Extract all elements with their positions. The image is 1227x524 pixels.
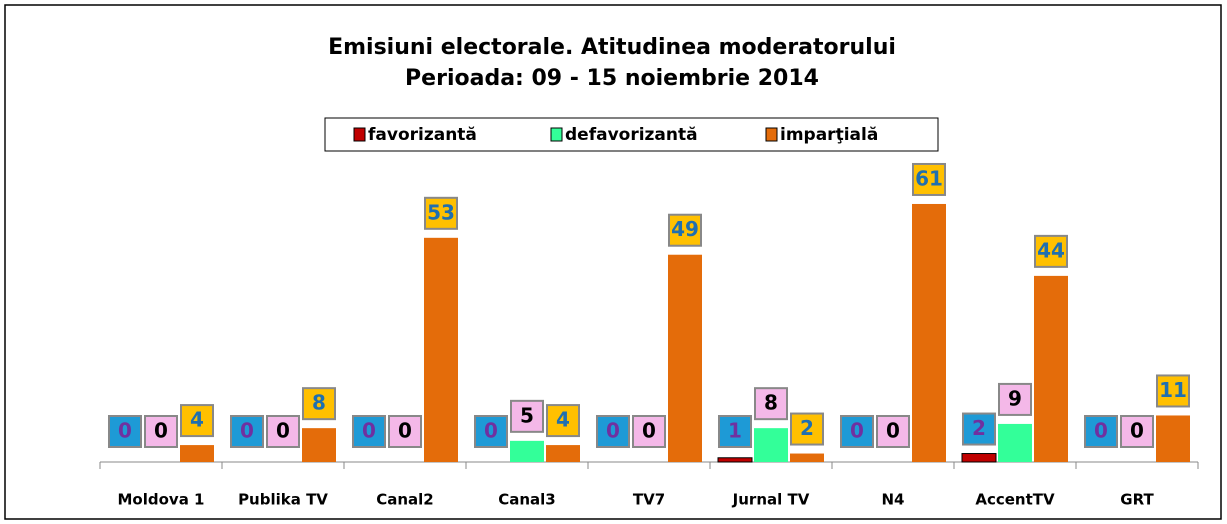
value-label: 0 bbox=[484, 419, 498, 443]
legend-label: imparţială bbox=[780, 125, 878, 145]
legend bbox=[324, 117, 939, 152]
bar bbox=[1156, 415, 1190, 462]
value-label-box bbox=[840, 415, 874, 448]
value-label-box bbox=[352, 415, 386, 448]
value-label: 2 bbox=[800, 416, 814, 440]
value-label-box bbox=[1156, 374, 1190, 408]
x-tick-label: TV7 bbox=[633, 491, 665, 509]
x-tick-label: Jurnal TV bbox=[732, 491, 810, 509]
value-label: 0 bbox=[886, 419, 900, 443]
value-label: 0 bbox=[154, 419, 168, 443]
legend-swatch bbox=[353, 127, 366, 142]
value-label-box bbox=[546, 404, 580, 438]
value-label: 5 bbox=[520, 403, 534, 427]
value-label-box bbox=[108, 415, 142, 448]
x-tick-label: Moldova 1 bbox=[118, 491, 205, 509]
x-tick-label: AccentTV bbox=[975, 491, 1055, 509]
value-label-box bbox=[266, 415, 300, 448]
bar bbox=[1034, 275, 1068, 462]
chart-subtitle: Perioada: 09 - 15 noiembrie 2014 bbox=[405, 66, 819, 91]
value-label-box bbox=[668, 213, 702, 247]
bar bbox=[912, 203, 946, 462]
bar bbox=[754, 428, 788, 462]
bar bbox=[510, 440, 544, 462]
value-label-box bbox=[510, 399, 544, 433]
value-label: 0 bbox=[398, 419, 412, 443]
value-label: 8 bbox=[764, 391, 778, 415]
value-label: 0 bbox=[1130, 419, 1144, 443]
value-label-box bbox=[474, 415, 508, 448]
value-label-box bbox=[302, 387, 336, 421]
value-label-box bbox=[144, 415, 178, 448]
value-label: 9 bbox=[1008, 386, 1022, 410]
value-label-box bbox=[998, 382, 1032, 416]
value-label-box bbox=[876, 415, 910, 448]
value-label: 0 bbox=[276, 419, 290, 443]
value-label-box bbox=[912, 162, 946, 196]
bar bbox=[961, 453, 997, 463]
value-label-box bbox=[962, 412, 996, 446]
value-label: 0 bbox=[1094, 419, 1108, 443]
bar bbox=[302, 428, 336, 462]
value-label-box bbox=[1120, 415, 1154, 448]
value-label-box bbox=[718, 415, 752, 448]
value-label: 0 bbox=[642, 419, 656, 443]
value-label: 53 bbox=[427, 200, 455, 224]
value-label: 11 bbox=[1159, 378, 1187, 402]
value-label: 49 bbox=[671, 217, 699, 241]
x-tick-label: Canal2 bbox=[376, 491, 434, 509]
value-label-box bbox=[230, 415, 264, 448]
value-label: 4 bbox=[190, 408, 204, 432]
value-label-box bbox=[754, 387, 788, 421]
legend-swatch bbox=[765, 127, 778, 142]
value-label-box bbox=[596, 415, 630, 448]
value-label-box bbox=[388, 415, 422, 448]
x-tick-label: N4 bbox=[882, 491, 905, 509]
bar bbox=[790, 453, 824, 462]
value-label: 4 bbox=[556, 408, 570, 432]
bar bbox=[424, 237, 458, 462]
value-label: 8 bbox=[312, 391, 326, 415]
x-tick-label: Publika TV bbox=[238, 491, 328, 509]
bar bbox=[668, 254, 702, 462]
chart-title: Emisiuni electorale. Atitudinea moderato… bbox=[328, 35, 896, 60]
bar bbox=[546, 445, 580, 462]
value-label-box bbox=[1034, 234, 1068, 268]
value-label-box bbox=[180, 404, 214, 438]
value-label: 2 bbox=[972, 416, 986, 440]
value-label: 1 bbox=[728, 419, 742, 443]
x-tick-label: Canal3 bbox=[498, 491, 556, 509]
bar bbox=[180, 445, 214, 462]
value-label-box bbox=[424, 196, 458, 230]
value-label: 0 bbox=[118, 419, 132, 443]
bar bbox=[998, 423, 1032, 462]
value-label: 0 bbox=[606, 419, 620, 443]
value-label: 0 bbox=[240, 419, 254, 443]
legend-label: favorizantă bbox=[368, 125, 477, 145]
value-label: 61 bbox=[915, 166, 943, 190]
value-label: 0 bbox=[362, 419, 376, 443]
bar bbox=[717, 457, 753, 463]
value-label-box bbox=[1084, 415, 1118, 448]
value-label-box bbox=[632, 415, 666, 448]
legend-label: defavorizantă bbox=[565, 125, 698, 145]
value-label-box bbox=[790, 412, 824, 446]
value-label: 0 bbox=[850, 419, 864, 443]
legend-swatch bbox=[550, 127, 563, 142]
x-tick-label: GRT bbox=[1120, 491, 1154, 509]
value-label: 44 bbox=[1037, 238, 1065, 262]
